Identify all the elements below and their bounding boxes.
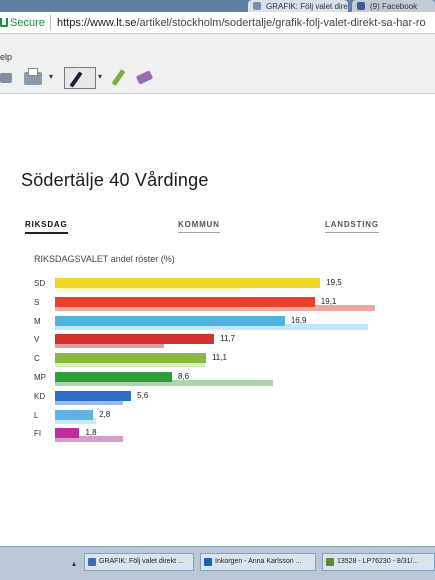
result-bar[interactable]	[55, 278, 321, 288]
result-bar[interactable]	[55, 372, 172, 382]
secure-label: Secure	[10, 17, 45, 29]
previous-result-bar	[55, 304, 375, 311]
value-label: 5,6	[137, 390, 149, 400]
chevron-down-icon[interactable]: ▾	[49, 72, 54, 81]
taskbar: ▴ GRAFIK: Följ valet direkt ... Inkorgen…	[0, 546, 435, 580]
app-icon	[326, 558, 334, 566]
chevron-up-icon[interactable]: ▴	[72, 559, 77, 568]
result-bar[interactable]	[55, 296, 315, 307]
value-label: 19,1	[320, 296, 337, 306]
value-label: 11,1	[211, 353, 227, 363]
taskbar-item-ticket[interactable]: 13528 - LP76230 - 8/31/...	[322, 553, 435, 571]
value-label: 8,6	[177, 372, 190, 381]
menu-item-help[interactable]: elp	[0, 52, 13, 62]
category-label: MP	[34, 373, 46, 382]
lock-icon	[0, 18, 8, 27]
taskbar-item-label: Inkorgen - Anna Karlsson ...	[215, 558, 302, 565]
browser-icon	[88, 558, 96, 566]
print-icon[interactable]	[0, 67, 14, 89]
outlook-icon	[204, 558, 212, 566]
facebook-icon	[357, 2, 365, 10]
browser-tab-grafik[interactable]: GRAFIK: Följ valet direkt	[248, 0, 348, 12]
category-label: C	[34, 354, 40, 364]
browser-tab-label: (9) Facebook	[370, 2, 418, 11]
value-label: 16,9	[290, 315, 307, 325]
highlighter-icon[interactable]	[110, 67, 128, 89]
result-bar[interactable]	[55, 353, 206, 364]
previous-result-bar	[55, 286, 239, 292]
address-bar[interactable]: Secure https://www.lt.se/artikel/stockho…	[0, 12, 435, 34]
pen-icon[interactable]	[64, 67, 96, 89]
browser-tab-facebook[interactable]: (9) Facebook	[352, 0, 435, 12]
previous-result-bar	[55, 361, 205, 368]
chart-title: RIKSDAGSVALET andel röster (%)	[34, 254, 175, 264]
tab-landsting[interactable]: LANDSTING	[325, 220, 379, 233]
url-domain: https://www.lt.se	[57, 17, 137, 29]
menu-bar: elp	[0, 34, 435, 62]
previous-result-bar	[55, 342, 164, 349]
browser-tab-label: GRAFIK: Följ valet direkt	[266, 2, 348, 11]
category-label: FI	[34, 429, 42, 439]
page-title: Södertälje 40 Vårdinge	[21, 170, 209, 190]
previous-result-bar	[55, 323, 368, 330]
taskbar-item-label: GRAFIK: Följ valet direkt ...	[99, 558, 184, 565]
result-bar[interactable]	[55, 390, 132, 401]
toolbar: ▾ ▾	[0, 62, 435, 94]
taskbar-item-label: 13528 - LP76230 - 8/31/...	[337, 558, 419, 565]
taskbar-item-browser[interactable]: GRAFIK: Följ valet direkt ...	[84, 553, 194, 571]
url-separator	[50, 15, 51, 30]
result-bar[interactable]	[55, 334, 215, 345]
tab-riksdag[interactable]: RIKSDAG	[25, 220, 68, 234]
article-page: Södertälje 40 Vårdinge RIKSDAG KOMMUN LA…	[0, 94, 435, 546]
previous-result-bar	[55, 436, 123, 443]
bar-chart: SD 19,5 S 19,1 M 16,9 V 11,7 C 11,1 MP 8,6 KD 5,6 L 2,8…	[0, 277, 435, 477]
value-label: 19,5	[326, 278, 342, 287]
category-label: L	[34, 410, 39, 420]
page-icon	[253, 2, 261, 10]
value-label: 11,7	[220, 334, 236, 344]
category-label: KD	[34, 391, 46, 401]
category-label: S	[34, 297, 40, 307]
category-label: SD	[34, 279, 46, 288]
value-label: 2,8	[99, 409, 111, 419]
value-label: 1,8	[85, 428, 97, 438]
result-bar[interactable]	[55, 315, 285, 326]
tab-kommun[interactable]: KOMMUN	[178, 220, 220, 233]
result-bar[interactable]	[55, 428, 80, 439]
url-path: /artikel/stockholm/sodertalje/grafik-fol…	[136, 17, 426, 29]
eraser-icon[interactable]	[135, 67, 155, 89]
printer-icon[interactable]	[24, 67, 46, 89]
previous-result-bar	[55, 398, 123, 405]
previous-result-bar	[55, 380, 273, 386]
category-label: M	[34, 316, 41, 326]
taskbar-item-outlook[interactable]: Inkorgen - Anna Karlsson ...	[200, 553, 316, 571]
chevron-down-icon[interactable]: ▾	[98, 72, 103, 81]
category-label: V	[34, 335, 40, 345]
url-text[interactable]: https://www.lt.se/artikel/stockholm/sode…	[57, 17, 426, 29]
result-bar[interactable]	[55, 409, 94, 420]
browser-tabstrip: GRAFIK: Följ valet direkt (9) Facebook	[0, 0, 435, 12]
previous-result-bar	[55, 417, 96, 424]
